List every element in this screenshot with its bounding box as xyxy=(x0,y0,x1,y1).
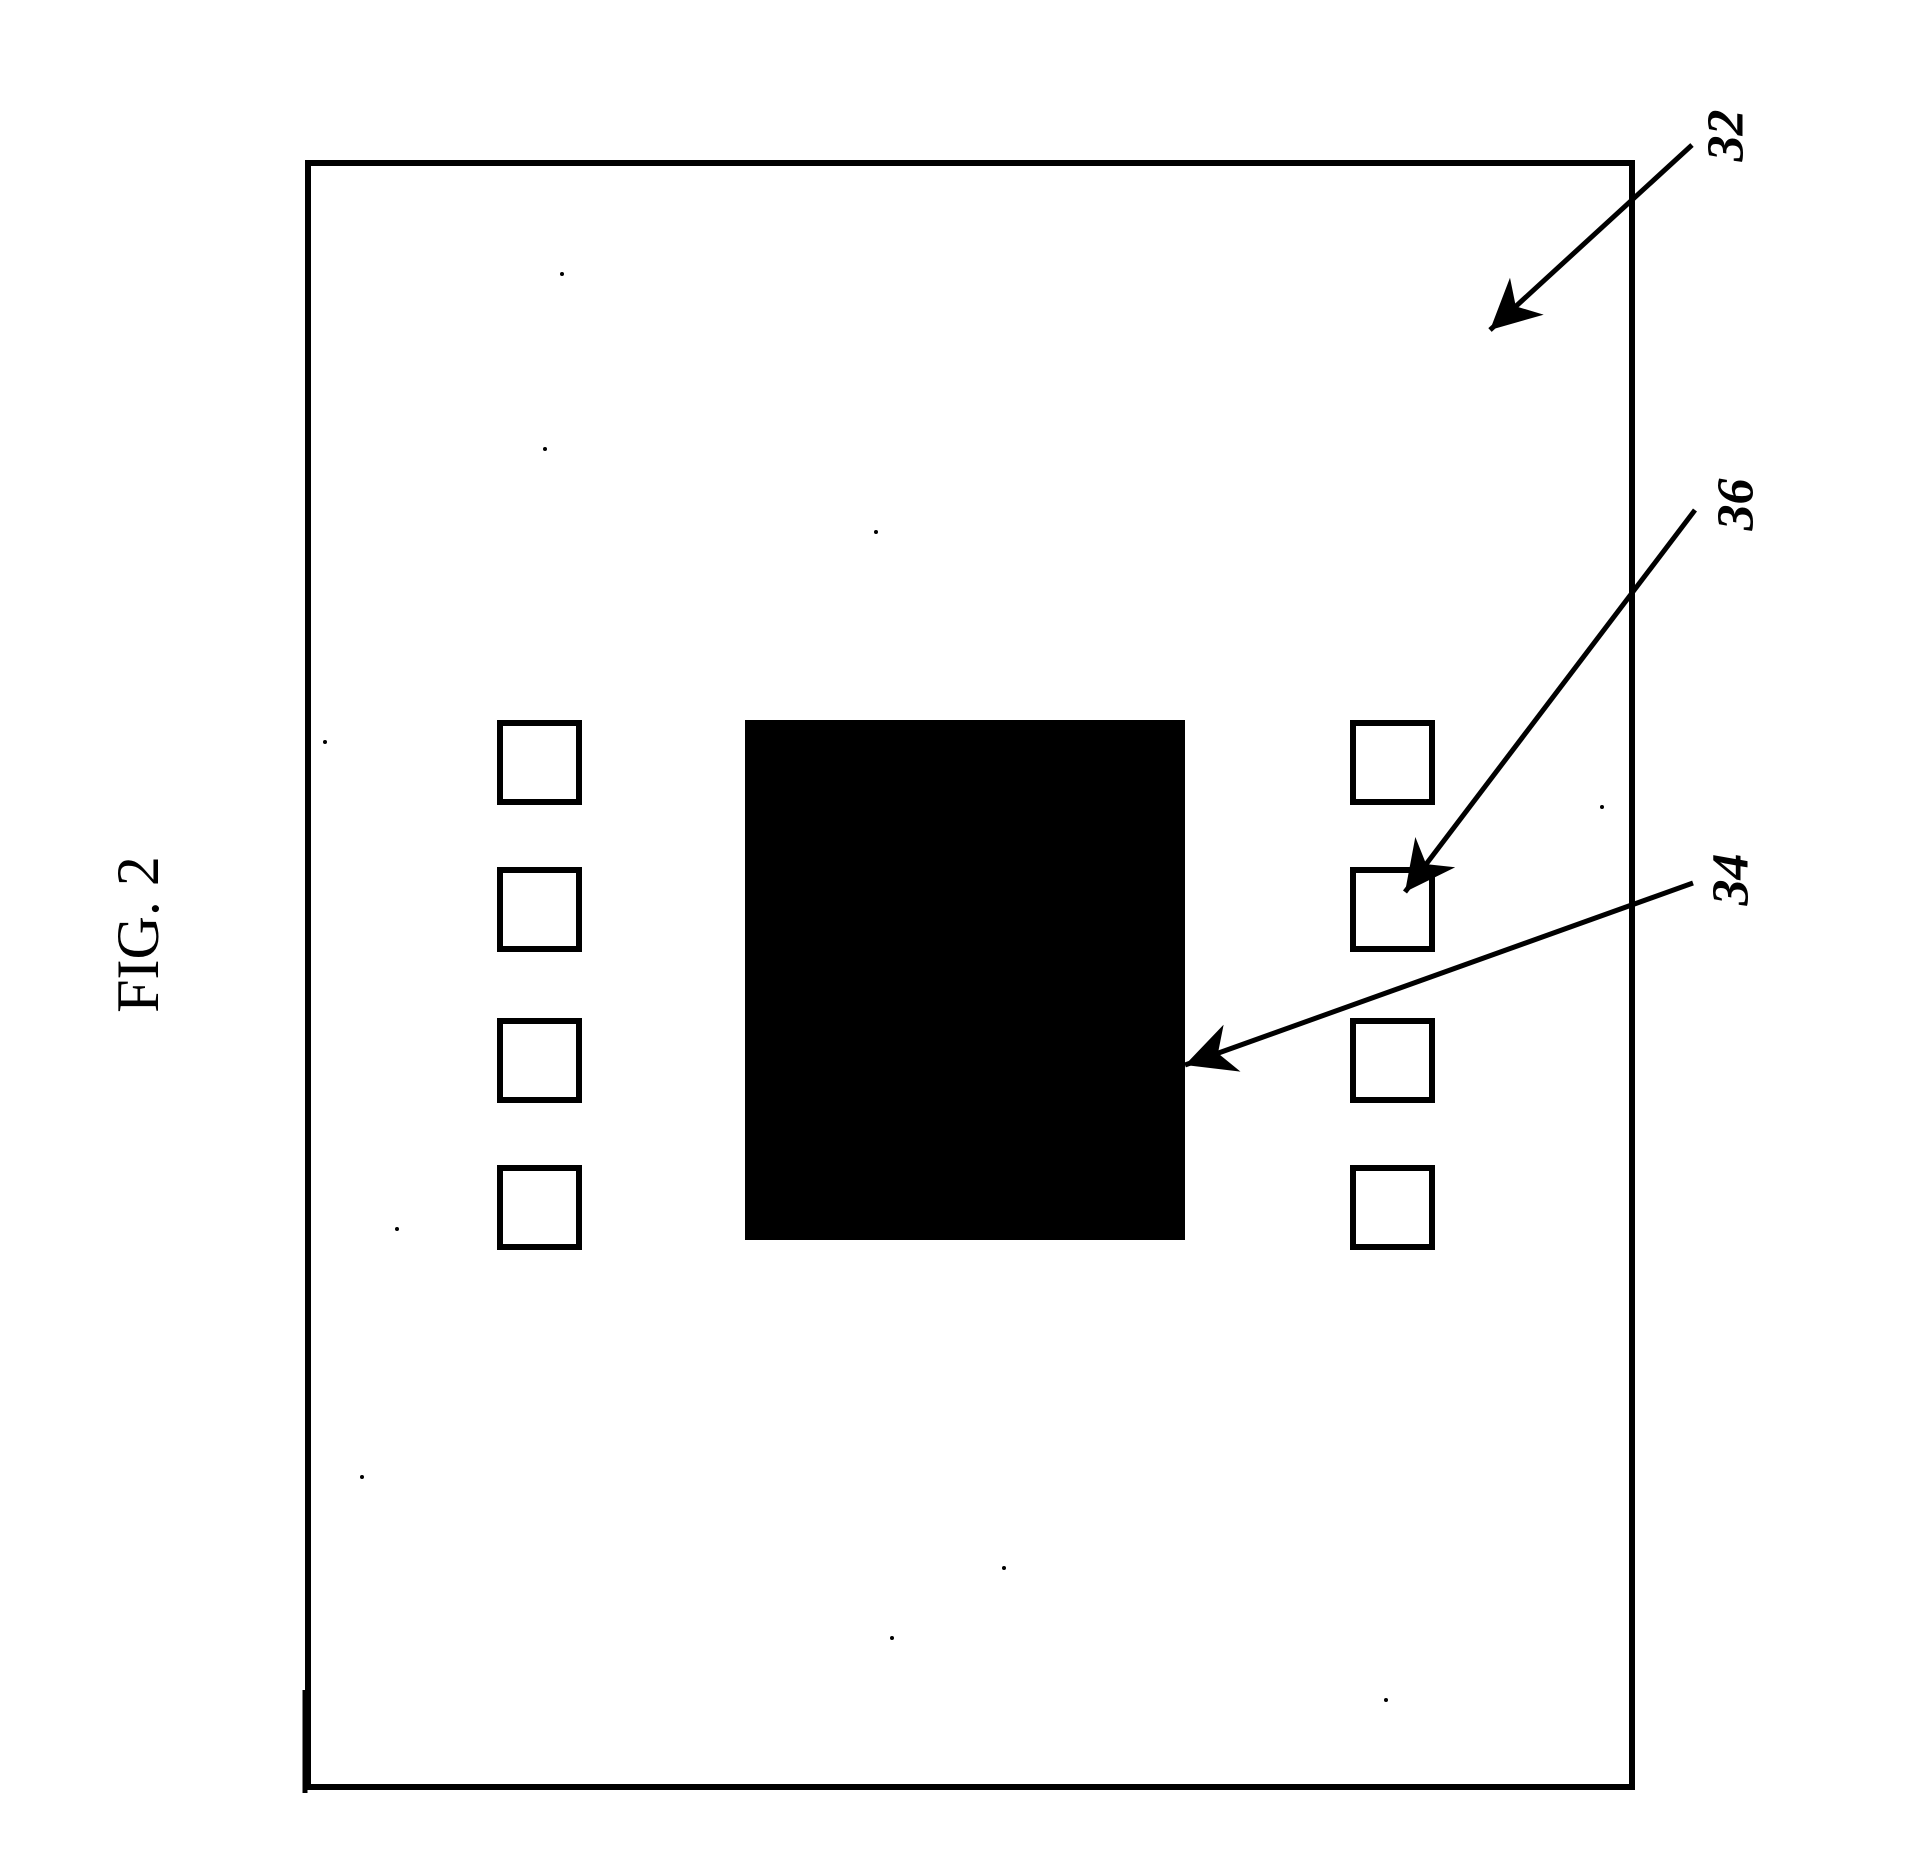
die-pad xyxy=(745,720,1185,1240)
contact-pad xyxy=(1350,867,1435,952)
contact-pad xyxy=(497,867,582,952)
contact-pad xyxy=(497,1165,582,1250)
scan-speck xyxy=(1002,1566,1006,1570)
contact-pad xyxy=(497,720,582,805)
scan-speck xyxy=(323,740,327,744)
scan-speck xyxy=(560,272,564,276)
scan-speck xyxy=(395,1227,399,1231)
contact-pad xyxy=(1350,1165,1435,1250)
contact-pad xyxy=(1350,1018,1435,1103)
scan-speck xyxy=(1384,1698,1388,1702)
scan-speck xyxy=(874,530,878,534)
label-36: 36 xyxy=(1707,479,1766,531)
scan-speck xyxy=(890,1636,894,1640)
contact-pad xyxy=(1350,720,1435,805)
label-34: 34 xyxy=(1702,854,1761,906)
figure-title: FIG. 2 xyxy=(104,856,173,1013)
label-32: 32 xyxy=(1697,110,1756,162)
contact-pad xyxy=(497,1018,582,1103)
scan-speck xyxy=(1600,805,1604,809)
scan-speck xyxy=(543,447,547,451)
scan-speck xyxy=(360,1475,364,1479)
